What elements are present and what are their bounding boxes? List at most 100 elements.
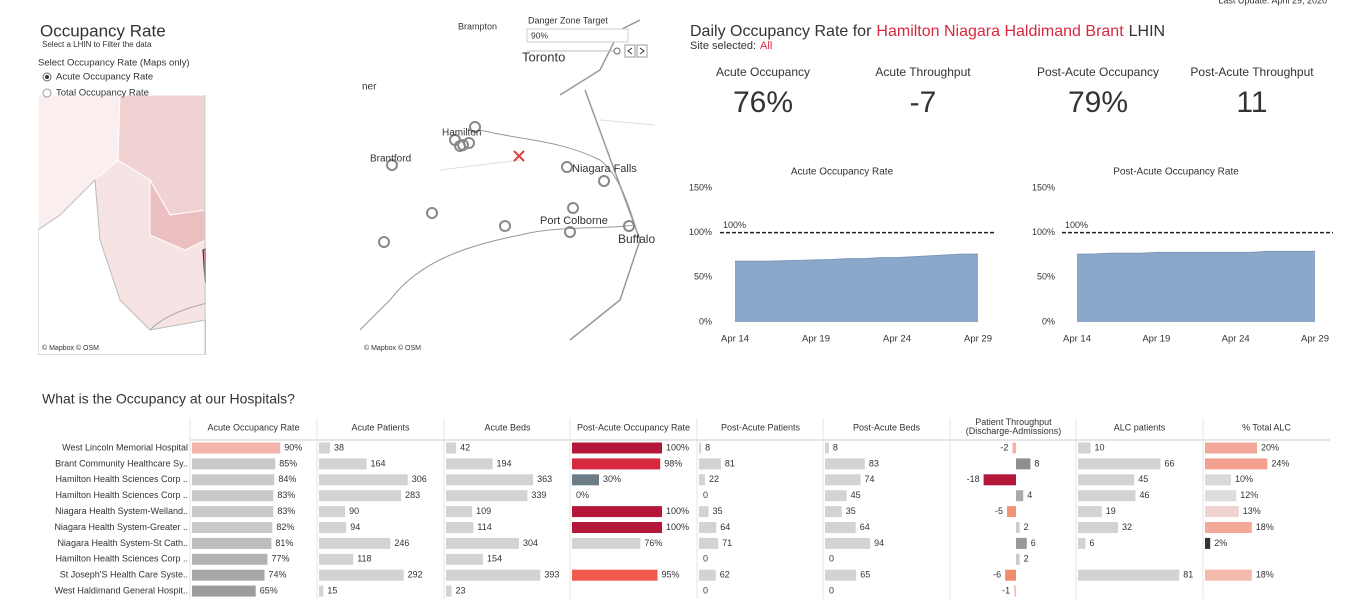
cell-value: 339 bbox=[531, 490, 546, 500]
slider-arrows bbox=[627, 47, 645, 55]
bar bbox=[192, 522, 273, 533]
column-header[interactable]: Patient Throughput (Discharge-Admissions) bbox=[966, 417, 1062, 436]
bar bbox=[572, 458, 661, 470]
bar bbox=[572, 506, 662, 518]
bar bbox=[1014, 585, 1016, 597]
bar bbox=[319, 506, 346, 518]
bar bbox=[192, 506, 274, 518]
bar bbox=[192, 490, 274, 502]
row-label[interactable]: Hamilton Health Sciences Corp .. bbox=[55, 490, 188, 500]
row-label[interactable]: Niagara Health System-Greater .. bbox=[54, 522, 188, 532]
slider-prev[interactable] bbox=[624, 44, 636, 58]
bar bbox=[192, 537, 272, 549]
selected-region[interactable] bbox=[202, 238, 270, 290]
y-tick-label: 100% bbox=[689, 227, 712, 237]
cell-value: 64 bbox=[860, 522, 870, 532]
place-label: Brampton bbox=[458, 21, 497, 31]
cell-value: 393 bbox=[544, 570, 559, 580]
bar bbox=[319, 585, 324, 597]
bar bbox=[825, 569, 857, 581]
bar bbox=[446, 553, 483, 565]
bar bbox=[825, 458, 865, 470]
cell-value: 13% bbox=[1243, 506, 1261, 516]
bar bbox=[446, 569, 541, 581]
map-region bbox=[149, 178, 206, 251]
cell-value: 95% bbox=[662, 570, 680, 580]
cell-value: 15 bbox=[327, 585, 337, 595]
bar bbox=[825, 537, 871, 549]
bar bbox=[1078, 442, 1091, 454]
bar bbox=[699, 458, 721, 470]
cell-value: 2% bbox=[1214, 538, 1227, 548]
hospital-markers bbox=[378, 121, 635, 248]
bar bbox=[192, 458, 276, 470]
site-map[interactable] bbox=[355, 10, 660, 355]
column-header[interactable]: ALC patients bbox=[1114, 422, 1166, 432]
cell-value: 42 bbox=[460, 442, 470, 452]
x-tick-label: Apr 19 bbox=[1142, 334, 1170, 345]
cell-value: -1 bbox=[1002, 585, 1010, 595]
bar bbox=[1205, 490, 1237, 502]
area-fill bbox=[1077, 251, 1315, 322]
cell-value: 2 bbox=[1024, 554, 1029, 564]
slider-handle[interactable] bbox=[613, 47, 621, 55]
header-line: Patient Throughput bbox=[975, 417, 1052, 427]
region-map[interactable] bbox=[38, 95, 300, 355]
row-label[interactable]: Niagara Health System-St Cath.. bbox=[57, 538, 188, 548]
bar bbox=[1205, 537, 1211, 549]
chart-title: Acute Occupancy Rate bbox=[791, 167, 894, 178]
bar bbox=[446, 522, 474, 533]
cell-value: 10% bbox=[1235, 474, 1253, 484]
bar bbox=[825, 522, 856, 533]
bar bbox=[1016, 458, 1031, 470]
bar bbox=[825, 506, 842, 518]
radio-label[interactable]: Total Occupancy Rate bbox=[56, 88, 149, 99]
kpi-value: 11 bbox=[1236, 86, 1267, 119]
cell-value: 81% bbox=[275, 538, 293, 548]
column-header[interactable]: Post-Acute Beds bbox=[853, 422, 921, 432]
row-label[interactable]: West Haldimand General Hospit.. bbox=[55, 585, 188, 595]
cell-value: 0 bbox=[703, 490, 708, 500]
bar bbox=[699, 474, 705, 486]
bar bbox=[446, 537, 519, 549]
kpi-value: -7 bbox=[910, 86, 937, 119]
cell-value: 82% bbox=[276, 522, 294, 532]
bar bbox=[446, 490, 528, 502]
row-label[interactable]: St Joseph'S Health Care Syste.. bbox=[60, 570, 188, 580]
cell-value: 6 bbox=[1031, 538, 1036, 548]
bar bbox=[319, 553, 354, 565]
cell-value: 19 bbox=[1106, 506, 1116, 516]
place-label: Toronto bbox=[522, 49, 565, 64]
bar bbox=[699, 569, 716, 581]
row-label[interactable]: Niagara Health System-Welland.. bbox=[55, 506, 188, 516]
row-label[interactable]: Hamilton Health Sciences Corp .. bbox=[55, 554, 188, 564]
row-label[interactable]: Hamilton Health Sciences Corp .. bbox=[55, 474, 188, 484]
radio-dot bbox=[45, 75, 49, 79]
column-header[interactable]: Acute Patients bbox=[351, 422, 410, 432]
bar bbox=[825, 490, 847, 502]
cell-value: -5 bbox=[995, 506, 1003, 516]
column-header[interactable]: Acute Occupancy Rate bbox=[207, 422, 299, 432]
cell-value: 90% bbox=[284, 442, 302, 452]
column-header[interactable]: Post-Acute Patients bbox=[721, 422, 801, 432]
lake bbox=[38, 178, 206, 355]
radio-label[interactable]: Acute Occupancy Rate bbox=[56, 72, 153, 83]
cell-value: 0 bbox=[703, 585, 708, 595]
place-label: Brantford bbox=[370, 154, 411, 165]
slider-next[interactable] bbox=[636, 44, 648, 58]
bar bbox=[1205, 506, 1239, 518]
region-name: Hamilton Niagara Haldimand Brant bbox=[876, 23, 1124, 40]
cell-value: 8 bbox=[705, 442, 710, 452]
cell-value: 0 bbox=[829, 585, 834, 595]
cell-value: 74 bbox=[865, 474, 875, 484]
column-header[interactable]: Acute Beds bbox=[484, 422, 531, 432]
column-header[interactable]: % Total ALC bbox=[1242, 422, 1291, 432]
header-line: (Discharge-Admissions) bbox=[966, 426, 1062, 436]
cell-value: 363 bbox=[537, 474, 552, 484]
column-header[interactable]: Post-Acute Occupancy Rate bbox=[577, 422, 690, 432]
row-label[interactable]: West Lincoln Memorial Hospital bbox=[62, 442, 188, 452]
radio[interactable] bbox=[42, 88, 52, 98]
bar bbox=[319, 490, 402, 502]
row-label[interactable]: Brant Community Healthcare Sy.. bbox=[55, 458, 188, 468]
target-input[interactable] bbox=[526, 28, 629, 43]
